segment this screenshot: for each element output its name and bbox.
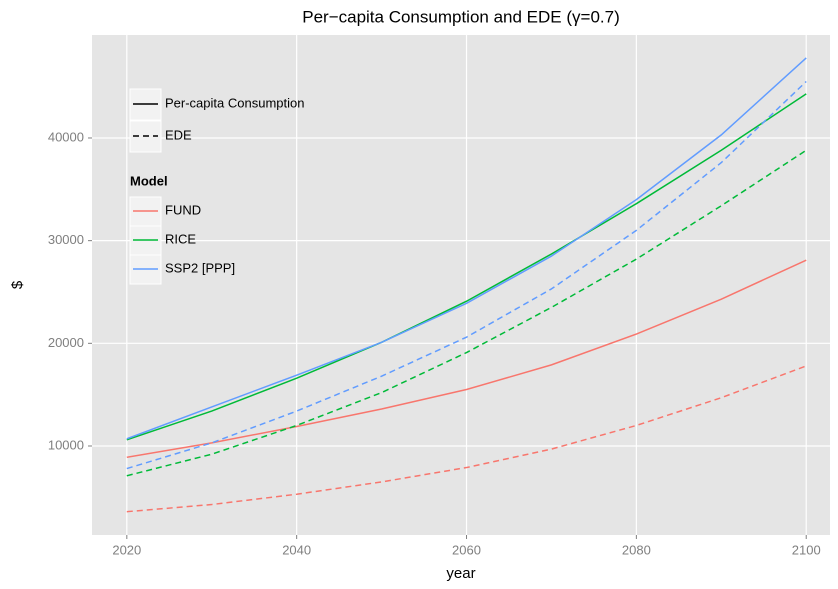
chart-title: Per−capita Consumption and EDE (γ=0.7) bbox=[302, 7, 620, 26]
legend-label: EDE bbox=[165, 127, 192, 142]
series-line bbox=[126, 57, 807, 440]
legend-label: RICE bbox=[165, 231, 196, 246]
x-tick-label: 2100 bbox=[792, 542, 821, 557]
x-tick-label: 2080 bbox=[622, 542, 651, 557]
y-tick-label: 30000 bbox=[48, 232, 84, 247]
legend-label: Per-capita Consumption bbox=[165, 95, 304, 110]
legend-title: Model bbox=[130, 173, 168, 188]
series-line bbox=[126, 259, 807, 459]
x-axis-label: year bbox=[446, 565, 475, 582]
y-tick-label: 40000 bbox=[48, 129, 84, 144]
series-line bbox=[126, 149, 807, 477]
series-line bbox=[126, 93, 807, 441]
x-tick-label: 2020 bbox=[112, 542, 141, 557]
y-tick-label: 20000 bbox=[48, 335, 84, 350]
y-tick-label: 10000 bbox=[48, 437, 84, 452]
panel bbox=[92, 35, 830, 535]
x-tick-label: 2060 bbox=[452, 542, 481, 557]
y-axis-label: $ bbox=[9, 280, 26, 289]
legend-label: SSP2 [PPP] bbox=[165, 260, 235, 275]
series-line bbox=[126, 365, 807, 513]
legend-label: FUND bbox=[165, 202, 201, 217]
series-line bbox=[126, 80, 807, 470]
x-tick-label: 2040 bbox=[282, 542, 311, 557]
